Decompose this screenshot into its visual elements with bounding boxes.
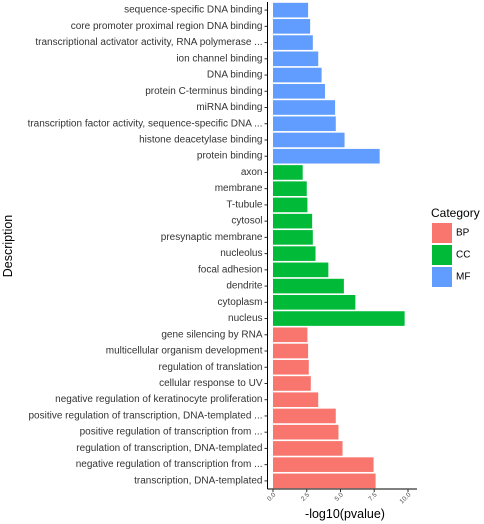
category-label: T-tubule <box>226 199 263 210</box>
bar <box>273 343 309 359</box>
category-label: multicellular organism development <box>106 346 263 357</box>
x-tick-label: 0.0 <box>266 491 278 503</box>
bar <box>273 165 303 180</box>
category-label: positive regulation of transcription fro… <box>80 427 263 438</box>
bar <box>273 457 374 472</box>
bar <box>273 327 308 343</box>
category-label: negative regulation of transcription fro… <box>76 459 263 470</box>
category-label: gene silencing by RNA <box>161 329 262 340</box>
bar <box>273 132 345 148</box>
x-tick-label: 7.5 <box>367 491 379 503</box>
legend-swatch <box>432 267 452 287</box>
category-label: nucleus <box>228 313 262 324</box>
bar <box>273 359 309 375</box>
bar <box>273 408 336 424</box>
category-label: nucleolus <box>220 248 262 259</box>
bar <box>273 51 319 67</box>
x-tick-label: 10.0 <box>399 491 413 505</box>
bar <box>273 2 309 18</box>
bar <box>273 278 344 294</box>
category-label: dendrite <box>226 281 263 292</box>
bar <box>273 181 307 196</box>
legend-label: BP <box>456 228 470 239</box>
category-label: sequence-specific DNA binding <box>124 5 262 16</box>
legend-label: MF <box>456 272 470 283</box>
bar <box>273 19 311 34</box>
category-label: DNA binding <box>207 70 263 81</box>
legend: Category BP CC MF <box>431 206 480 287</box>
legend-swatch <box>432 223 452 243</box>
category-label: core promoter proximal region DNA bindin… <box>71 21 263 32</box>
bar <box>273 230 313 245</box>
bar <box>273 100 336 115</box>
bar <box>273 213 313 229</box>
bar <box>273 197 308 213</box>
category-label: miRNA binding <box>196 102 262 113</box>
category-label: focal adhesion <box>198 264 263 275</box>
category-label: transcription factor activity, sequence-… <box>28 118 263 129</box>
legend-swatch <box>432 245 452 265</box>
bar <box>273 116 336 132</box>
y-axis-title: Description <box>1 215 15 278</box>
bar <box>273 83 325 99</box>
legend-items: BP CC MF <box>432 223 470 287</box>
category-label: membrane <box>215 183 263 194</box>
category-label: histone deacetylase binding <box>139 134 262 145</box>
bar <box>273 311 405 326</box>
category-label: cytoplasm <box>217 297 262 308</box>
category-label: cytosol <box>231 216 262 227</box>
bar <box>273 262 329 278</box>
category-label: positive regulation of transcription, DN… <box>29 410 263 421</box>
category-label: protein C-terminus binding <box>145 86 262 97</box>
category-label: ion channel binding <box>176 53 262 64</box>
x-axis-title: -log10(pvalue) <box>305 507 385 521</box>
bar <box>273 392 319 408</box>
category-label: presynaptic membrane <box>161 232 263 243</box>
category-label: protein binding <box>197 151 263 162</box>
category-label: cellular response to UV <box>159 378 263 389</box>
bar <box>273 441 343 456</box>
bars-group <box>273 2 405 489</box>
category-label: regulation of transcription, DNA-templat… <box>76 443 262 454</box>
category-label: transcription, DNA-templated <box>134 475 262 486</box>
bar <box>273 67 322 83</box>
bar <box>273 473 376 489</box>
bar <box>273 246 316 261</box>
x-axis-ticks: 0.0 2.5 5.0 7.5 10.0 <box>266 489 413 505</box>
bar <box>273 35 313 50</box>
category-label: transcriptional activator activity, RNA … <box>35 37 262 48</box>
bar <box>273 295 356 310</box>
x-tick-label: 5.0 <box>334 491 346 503</box>
category-label: axon <box>241 167 263 178</box>
category-label: regulation of translation <box>159 362 263 373</box>
category-label: negative regulation of keratinocyte prol… <box>55 394 262 405</box>
bar <box>273 424 339 440</box>
bar <box>273 148 380 164</box>
bar <box>273 376 311 391</box>
category-labels: sequence-specific DNA binding core promot… <box>28 5 268 486</box>
legend-title: Category <box>431 206 480 220</box>
x-tick-label: 2.5 <box>300 491 312 503</box>
legend-label: CC <box>456 250 470 261</box>
